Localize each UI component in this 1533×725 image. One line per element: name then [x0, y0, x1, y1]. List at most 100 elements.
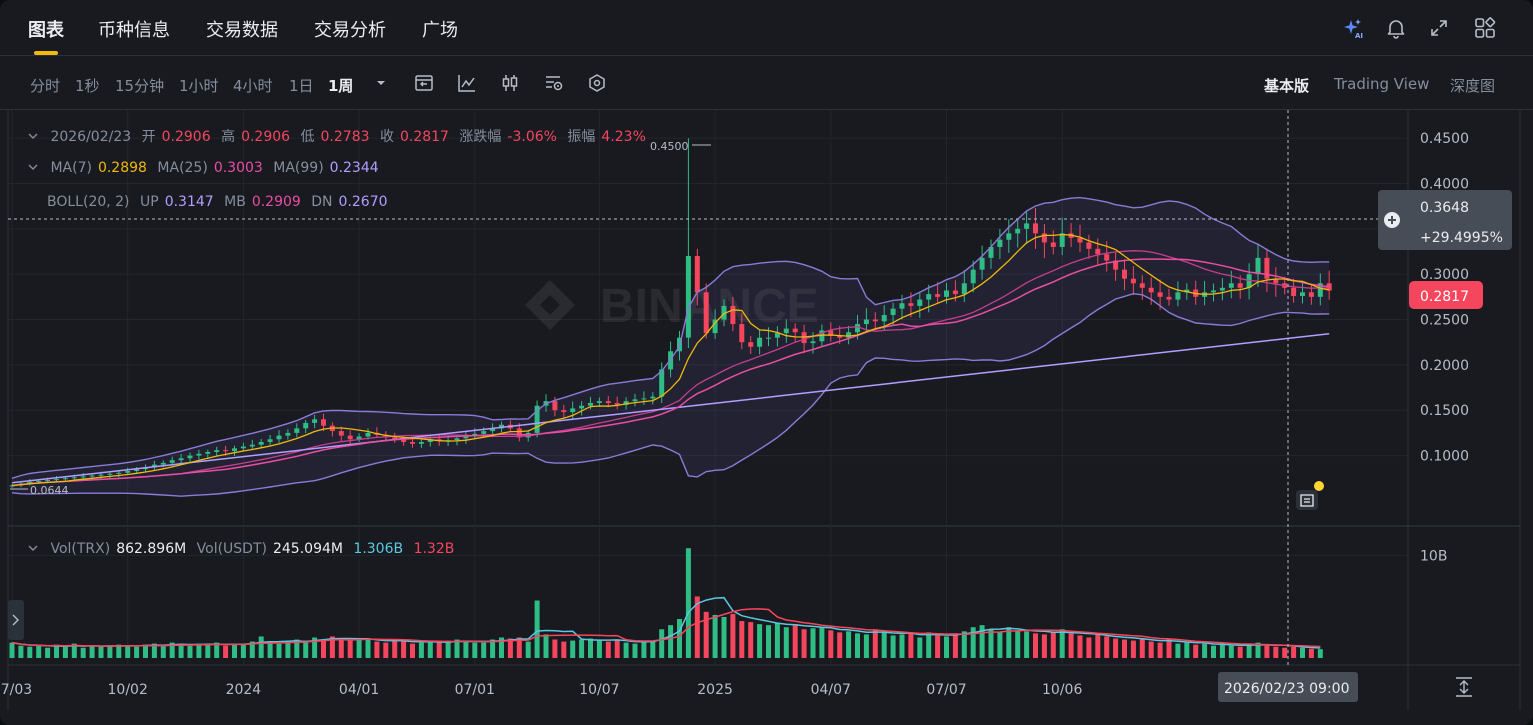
candle-body: [534, 405, 540, 433]
volume-bar: [552, 639, 558, 658]
volume-bar: [347, 640, 353, 658]
candle-body: [125, 471, 131, 473]
volume-bar: [481, 642, 487, 658]
tab-square[interactable]: 广场: [422, 20, 458, 41]
volume-bar: [1308, 648, 1314, 658]
volume-bar: [62, 646, 68, 658]
volume-bar: [418, 642, 424, 658]
ma-legend: MA(7) 0.2898 MA(25) 0.3003 MA(99) 0.2344: [28, 160, 385, 176]
volume-bar: [1264, 645, 1270, 658]
volume-bar: [294, 639, 300, 658]
expand-icon[interactable]: [1428, 17, 1450, 39]
volume-bar: [499, 637, 504, 658]
volume-bar: [926, 632, 932, 658]
volume-bar: [846, 631, 852, 658]
volume-bar: [427, 641, 433, 658]
settings-icon[interactable]: [544, 73, 564, 93]
tab-chart[interactable]: 图表: [28, 20, 64, 41]
interval-15m[interactable]: 15分钟: [115, 77, 165, 95]
y-tick-label: 0.2000: [1420, 358, 1469, 374]
volume-bar: [303, 640, 309, 658]
dropdown-icon[interactable]: [371, 73, 391, 93]
line-chart-icon[interactable]: [457, 73, 477, 93]
volume-bar: [614, 639, 620, 658]
chevron-down-icon[interactable]: [28, 131, 38, 141]
candle-body: [178, 458, 184, 461]
candle-body: [392, 437, 398, 440]
volume-bar: [970, 627, 976, 658]
bell-icon[interactable]: [1385, 17, 1407, 39]
volume-bar: [1300, 647, 1305, 658]
collapse-panel-button[interactable]: [8, 600, 24, 640]
candle-body: [169, 460, 175, 463]
volume-bar: [516, 637, 522, 658]
candle-body: [623, 401, 629, 405]
volume-bar: [596, 640, 602, 658]
volume-bar: [1006, 627, 1012, 658]
view-tradingview[interactable]: Trading View: [1334, 75, 1430, 93]
layout-grid-icon[interactable]: [1474, 17, 1496, 39]
candle-body: [757, 337, 763, 347]
interval-1d[interactable]: 1日: [289, 77, 314, 95]
volume-bar: [1041, 634, 1047, 658]
candle-body: [490, 428, 496, 432]
event-marker[interactable]: [1296, 481, 1324, 510]
ma7-value: 0.2898: [97, 160, 147, 176]
interval-1s[interactable]: 1秒: [75, 77, 100, 95]
candle-body: [418, 441, 424, 444]
chevron-down-icon[interactable]: [28, 162, 38, 172]
candle-body: [846, 332, 852, 338]
top-nav: 图表 币种信息 交易数据 交易分析 广场 AI: [0, 0, 1533, 56]
volume-bar: [659, 629, 665, 658]
boll-upper-line: [11, 196, 1330, 479]
view-basic[interactable]: 基本版: [1264, 77, 1310, 95]
volume-bar: [828, 630, 834, 658]
candle-body: [659, 369, 665, 397]
chart-area[interactable]: BINANCE 0.45000.40000.35000.30000.25000.…: [0, 110, 1533, 725]
candle-body: [961, 283, 967, 295]
x-tick-label: 04/07: [811, 682, 851, 698]
volume-bar: [1255, 642, 1261, 658]
volume-bar: [1219, 644, 1225, 658]
volume-bar: [890, 635, 896, 658]
candle-body: [828, 330, 834, 336]
candle-type-icon[interactable]: [500, 73, 520, 93]
volume-bar: [338, 638, 344, 658]
ma99-label: MA(99): [273, 160, 324, 176]
view-depth[interactable]: 深度图: [1450, 77, 1496, 95]
last-price-tag: 0.2817: [1409, 281, 1483, 309]
candle-body: [71, 477, 77, 479]
interval-1h[interactable]: 1小时: [179, 77, 219, 95]
volume-bar: [766, 625, 771, 658]
boll-band-fill: [12, 197, 1330, 497]
volume-bar: [1095, 634, 1101, 658]
candle-body: [970, 269, 976, 284]
candle-body: [116, 472, 122, 474]
volume-bar: [267, 642, 273, 658]
interval-time[interactable]: 分时: [30, 77, 61, 95]
ai-sparkle-icon[interactable]: AI: [1342, 17, 1364, 39]
tab-trading-data[interactable]: 交易数据: [206, 20, 278, 41]
candle-body: [855, 324, 860, 333]
candle-body: [1086, 242, 1092, 249]
volume-bar: [116, 644, 122, 658]
interval-1w[interactable]: 1周: [328, 77, 354, 95]
volume-bar: [792, 624, 798, 658]
indicator-icon[interactable]: [414, 73, 434, 93]
volume-bar: [1015, 630, 1021, 658]
tab-coin-info[interactable]: 币种信息: [98, 20, 170, 41]
volume-bar: [525, 641, 531, 658]
volume-bar: [36, 645, 42, 658]
hexagon-icon[interactable]: [587, 73, 607, 93]
y-tick-label: 0.4500: [1420, 131, 1469, 147]
y-tick-label: 0.3000: [1420, 267, 1469, 283]
chevron-down-icon[interactable]: [28, 543, 38, 553]
candle-body: [1024, 223, 1030, 229]
scale-toggle-icon[interactable]: [1456, 677, 1472, 697]
tab-trading-analysis[interactable]: 交易分析: [314, 20, 386, 41]
y-tick-label: 0.1500: [1420, 403, 1469, 419]
candlestick-chart[interactable]: BINANCE 0.45000.40000.35000.30000.25000.…: [0, 110, 1533, 725]
interval-4h[interactable]: 4小时: [233, 77, 273, 95]
binance-watermark: BINANCE: [525, 280, 819, 333]
